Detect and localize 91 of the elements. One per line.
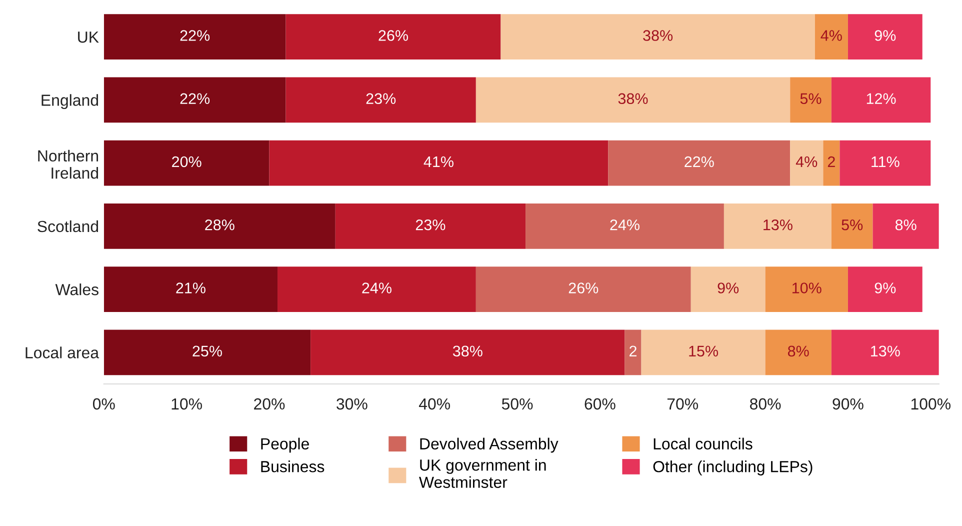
data-label: 10% [792,282,822,294]
data-label: 41% [424,156,454,168]
bar [724,203,832,249]
data-label: 4% [820,30,842,41]
data-label: 15% [689,346,718,357]
data-label: 28% [205,219,234,230]
x-tick-label: 30% [336,398,368,410]
data-label: 22% [180,93,210,104]
data-label: 26% [568,282,598,294]
bar [476,77,790,123]
data-label: 24% [610,219,640,230]
bar [269,140,608,186]
legend-label: UK government in Westminster [419,459,546,488]
x-tick-label: 90% [832,398,864,410]
data-label: 2 [828,156,835,168]
bar [872,203,939,249]
bar [476,266,691,312]
bar [823,140,840,186]
data-label: 9% [874,282,896,294]
data-label: 26% [378,30,408,41]
data-label: 13% [764,219,792,230]
bar [104,140,270,186]
bar [848,266,922,312]
y-tick-label: Northern Ireland [38,150,98,179]
bar [790,140,824,186]
bar [104,14,286,60]
data-label: 8% [788,346,809,357]
data-label: 12% [866,93,896,104]
y-tick-label: Wales [55,284,98,296]
data-label: 38% [452,346,482,357]
x-tick-label: 100% [911,398,951,410]
bar [831,330,939,376]
y-tick-label: England [42,94,98,110]
legend-label: People [261,438,309,453]
bar [814,14,848,60]
x-tick-label: 60% [584,398,616,410]
legend-label: Devolved Assembly [420,438,558,453]
x-tick-label: 40% [418,398,450,410]
bar [104,266,278,312]
data-label: 5% [842,220,863,230]
bar [335,203,526,249]
bar [526,203,724,249]
bar [765,266,848,312]
bar [104,330,311,376]
x-tick-label: 70% [667,398,698,410]
bar [641,330,766,376]
legend-label: Other (including LEPs) [653,460,812,476]
bar [790,77,832,123]
data-label: 2 [630,346,636,356]
bar [278,266,476,312]
bar [104,203,336,249]
legend-label: Local councils [654,438,752,450]
data-label: 11% [872,156,900,168]
bar [608,140,790,186]
data-label: 22% [684,156,714,168]
data-label: 9% [718,282,739,294]
data-label: 8% [895,219,916,230]
legend-label: Business [261,460,324,472]
data-label: 38% [618,93,648,104]
bar [500,14,815,60]
data-label: 38% [643,30,673,41]
bar [831,203,873,249]
x-tick-label: 50% [502,398,533,410]
bar [286,77,476,123]
data-label: 22% [180,30,210,41]
data-label: 20% [172,156,202,168]
y-tick-label: Scotland [38,220,98,232]
data-label: 25% [192,346,222,357]
y-tick-label: Local area [26,346,100,358]
x-tick-label: 80% [750,398,781,410]
data-label: 13% [871,346,900,357]
bar [310,330,625,376]
bar [765,330,832,376]
bar [624,330,642,376]
y-tick-label: UK [78,32,99,43]
bar [104,77,286,123]
data-label: 24% [362,282,392,294]
bar [831,77,931,123]
bar [840,140,931,186]
data-label: 23% [366,93,396,104]
x-tick-label: 10% [172,398,202,410]
x-tick-label: 0% [92,398,115,410]
bar [286,14,501,60]
data-label: 5% [800,93,822,104]
data-label: 21% [176,282,206,294]
bar [848,14,922,60]
data-label: 23% [416,219,446,230]
data-label: 9% [874,30,896,41]
x-tick-label: 20% [254,398,285,410]
data-label: 4% [796,156,818,168]
bar [690,266,766,312]
